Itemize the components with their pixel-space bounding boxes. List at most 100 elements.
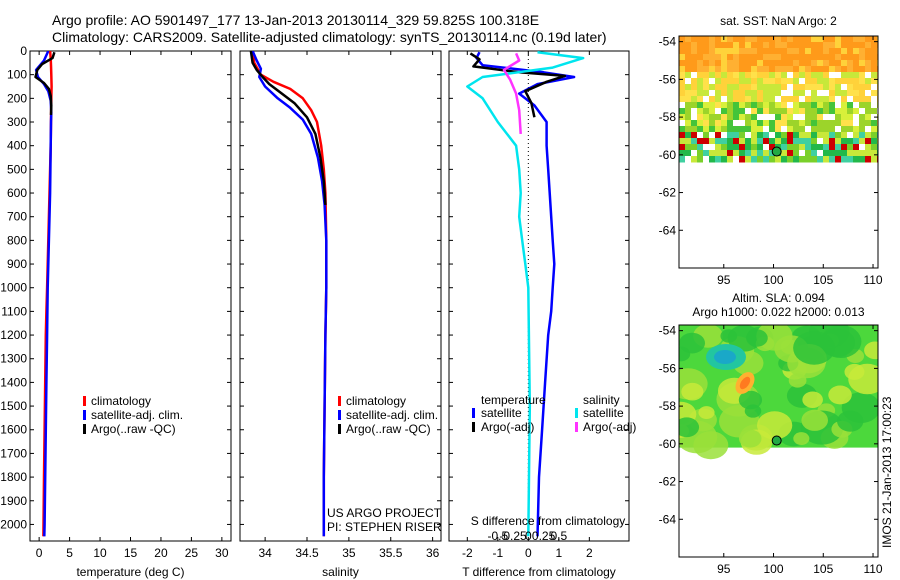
sst-cell	[775, 90, 782, 97]
sst-cell	[685, 48, 692, 55]
sst-map-frame	[678, 35, 879, 269]
sst-cell	[781, 114, 788, 121]
salinity-profile-xlabel: salinity	[322, 565, 359, 579]
sst-cell	[781, 138, 788, 145]
sst-cell	[835, 72, 842, 79]
sst-cell	[847, 102, 854, 109]
salinity-profile-xtick-label: 35	[342, 546, 356, 560]
sst-cell	[859, 60, 866, 67]
sst-cell	[805, 144, 812, 151]
sst-cell	[775, 60, 782, 67]
difference-profile-line-s-satellite	[466, 51, 585, 537]
sal-legend-label: climatology	[346, 394, 406, 408]
sst-cell	[841, 72, 848, 79]
sla-blob	[681, 382, 704, 401]
sst-cell	[871, 84, 878, 91]
sst-map-field	[679, 36, 878, 163]
sst-cell	[865, 66, 872, 73]
sst-cell	[805, 126, 812, 133]
sst-cell	[727, 132, 734, 139]
sst-cell	[787, 36, 794, 43]
difference-profile-series-group	[466, 51, 585, 541]
depth-tick-label: 1500	[0, 399, 27, 413]
sst-cell	[685, 84, 692, 91]
sst-cell	[739, 126, 746, 133]
sst-cell	[691, 144, 698, 151]
sst-cell	[871, 138, 878, 145]
sst-cell	[829, 90, 836, 97]
figure-title-line-1: Argo profile: AO 5901497_177 13-Jan-2013…	[52, 12, 540, 28]
sst-cell	[811, 90, 818, 97]
sst-cell	[751, 114, 758, 121]
sst-cell	[691, 42, 698, 49]
salinity-profile-series-group	[249, 51, 328, 537]
sst-cell	[829, 156, 836, 163]
sst-cell	[841, 144, 848, 151]
sst-map-ytick-label: -60	[659, 148, 677, 162]
depth-tick-label: 1600	[0, 423, 27, 437]
sst-cell	[781, 48, 788, 55]
sst-cell	[769, 114, 776, 121]
sst-cell	[727, 156, 734, 163]
temp-legend-label: satellite-adj. clim.	[91, 408, 183, 422]
sst-cell	[727, 48, 734, 55]
sst-cell	[685, 120, 692, 127]
sst-cell	[691, 60, 698, 67]
sst-cell	[829, 108, 836, 115]
sst-cell	[745, 126, 752, 133]
sst-cell	[811, 108, 818, 115]
sst-cell	[739, 48, 746, 55]
sst-cell	[853, 66, 860, 73]
sst-cell	[853, 156, 860, 163]
salinity-profile-line-argo-raw-qc-	[249, 51, 327, 205]
sst-cell	[727, 42, 734, 49]
sst-cell	[715, 48, 722, 55]
sst-cell	[871, 144, 878, 151]
sst-cell	[847, 84, 854, 91]
sst-cell	[757, 48, 764, 55]
sst-cell	[835, 60, 842, 67]
sst-cell	[715, 156, 722, 163]
sst-cell	[817, 66, 824, 73]
sst-cell	[793, 150, 800, 157]
sst-cell	[727, 108, 734, 115]
sst-cell	[865, 102, 872, 109]
sst-cell	[739, 84, 746, 91]
sst-cell	[769, 84, 776, 91]
sst-cell	[697, 72, 704, 79]
sst-cell	[841, 48, 848, 55]
sst-cell	[781, 156, 788, 163]
sst-cell	[709, 156, 716, 163]
sst-cell	[733, 54, 740, 61]
sst-cell	[811, 84, 818, 91]
sst-cell	[853, 42, 860, 49]
sst-cell	[835, 126, 842, 133]
sst-cell	[853, 84, 860, 91]
sst-cell	[811, 114, 818, 121]
sst-cell	[757, 36, 764, 43]
sst-cell	[685, 66, 692, 73]
sst-cell	[793, 126, 800, 133]
sst-cell	[721, 144, 728, 151]
project-annotation: US ARGO PROJECT	[327, 506, 442, 520]
sst-cell	[757, 108, 764, 115]
sst-cell	[781, 108, 788, 115]
depth-tick-label: 200	[7, 91, 27, 105]
sst-cell	[691, 108, 698, 115]
sst-cell	[727, 90, 734, 97]
sst-cell	[763, 96, 770, 103]
sst-cell	[733, 102, 740, 109]
sst-cell	[697, 84, 704, 91]
sst-cell	[829, 114, 836, 121]
sst-cell	[697, 78, 704, 85]
sst-cell	[823, 78, 830, 85]
sst-cell	[751, 78, 758, 85]
sla-map-ytick-label: -54	[659, 324, 677, 338]
sst-cell	[805, 138, 812, 145]
sst-cell	[745, 132, 752, 139]
sst-cell	[751, 108, 758, 115]
sal-legend-swatch	[338, 396, 341, 406]
sla-blob	[746, 329, 768, 347]
sst-cell	[727, 78, 734, 85]
sla-blob	[679, 332, 706, 354]
